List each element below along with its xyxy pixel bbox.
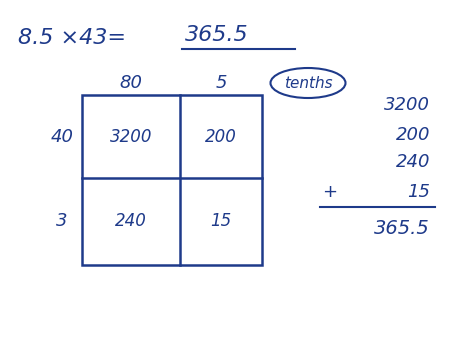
Text: 3200: 3200 bbox=[110, 127, 152, 146]
Text: tenths: tenths bbox=[283, 76, 332, 91]
Text: 15: 15 bbox=[210, 213, 232, 230]
Text: 200: 200 bbox=[205, 127, 237, 146]
Text: 3: 3 bbox=[56, 213, 68, 230]
Text: 3200: 3200 bbox=[384, 96, 430, 114]
Text: 80: 80 bbox=[119, 74, 143, 92]
Text: 40: 40 bbox=[51, 127, 73, 146]
Text: +: + bbox=[322, 183, 337, 201]
Text: 365.5: 365.5 bbox=[185, 25, 249, 45]
Text: 365.5: 365.5 bbox=[374, 218, 430, 237]
Bar bbox=[82, 95, 262, 265]
Text: 8.5 ×43=: 8.5 ×43= bbox=[18, 28, 126, 48]
Text: 15: 15 bbox=[407, 183, 430, 201]
Text: 240: 240 bbox=[115, 213, 147, 230]
Text: 200: 200 bbox=[395, 126, 430, 144]
Text: 5: 5 bbox=[215, 74, 227, 92]
Text: 240: 240 bbox=[395, 153, 430, 171]
